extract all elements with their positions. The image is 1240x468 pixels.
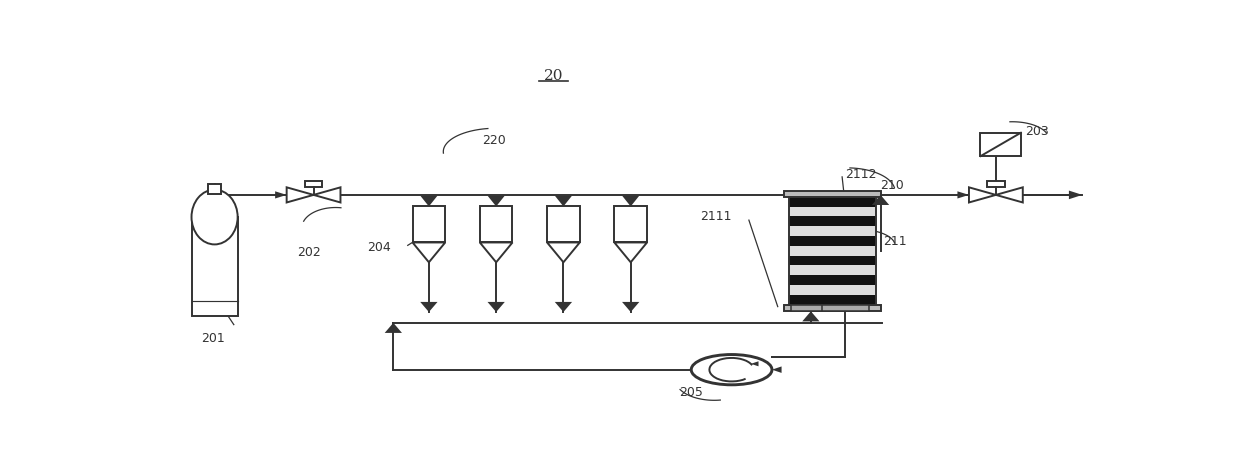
Bar: [789, 295, 875, 305]
Polygon shape: [773, 366, 781, 373]
Polygon shape: [872, 195, 889, 205]
Text: 220: 220: [481, 134, 506, 147]
Bar: [789, 206, 875, 216]
Text: 201: 201: [201, 332, 224, 345]
Bar: [614, 206, 647, 242]
Bar: [789, 246, 875, 256]
Polygon shape: [480, 242, 512, 262]
Bar: [789, 197, 875, 305]
Bar: [789, 265, 875, 275]
Bar: [987, 181, 1004, 187]
Text: 211: 211: [883, 234, 908, 248]
Bar: [789, 216, 875, 226]
Polygon shape: [1069, 190, 1083, 199]
Polygon shape: [996, 187, 1023, 203]
Polygon shape: [968, 187, 996, 203]
Text: 210: 210: [880, 179, 904, 192]
Polygon shape: [487, 302, 505, 312]
Bar: [784, 191, 880, 197]
Text: 205: 205: [678, 386, 703, 399]
Polygon shape: [622, 196, 640, 206]
Polygon shape: [751, 361, 759, 366]
Ellipse shape: [191, 190, 238, 244]
Polygon shape: [420, 196, 438, 206]
Polygon shape: [286, 187, 314, 203]
Bar: [789, 275, 875, 285]
Circle shape: [691, 355, 773, 385]
Polygon shape: [275, 191, 286, 198]
Bar: [208, 184, 221, 194]
Bar: [789, 256, 875, 265]
Polygon shape: [547, 242, 580, 262]
Polygon shape: [614, 242, 647, 262]
Polygon shape: [314, 187, 341, 203]
Bar: [784, 305, 880, 311]
Polygon shape: [802, 311, 820, 322]
Bar: [547, 206, 580, 242]
Bar: [305, 181, 322, 187]
Polygon shape: [622, 302, 640, 312]
Text: 202: 202: [298, 246, 321, 259]
Polygon shape: [413, 242, 445, 262]
Polygon shape: [487, 196, 505, 206]
Bar: [191, 217, 238, 315]
Text: 203: 203: [1024, 125, 1049, 139]
Polygon shape: [420, 302, 438, 312]
Bar: [789, 226, 875, 236]
Polygon shape: [384, 323, 402, 333]
Bar: [789, 197, 875, 206]
Text: 20: 20: [544, 69, 563, 83]
Bar: [413, 206, 445, 242]
Polygon shape: [554, 196, 572, 206]
Bar: [789, 285, 875, 295]
Bar: [789, 236, 875, 246]
Polygon shape: [957, 191, 968, 198]
Bar: [480, 206, 512, 242]
Text: 2111: 2111: [701, 210, 732, 223]
Text: 204: 204: [367, 241, 391, 254]
Bar: [981, 133, 1021, 156]
Polygon shape: [554, 302, 572, 312]
Bar: [822, 305, 869, 311]
Text: 2112: 2112: [844, 168, 877, 181]
Bar: [791, 305, 839, 311]
